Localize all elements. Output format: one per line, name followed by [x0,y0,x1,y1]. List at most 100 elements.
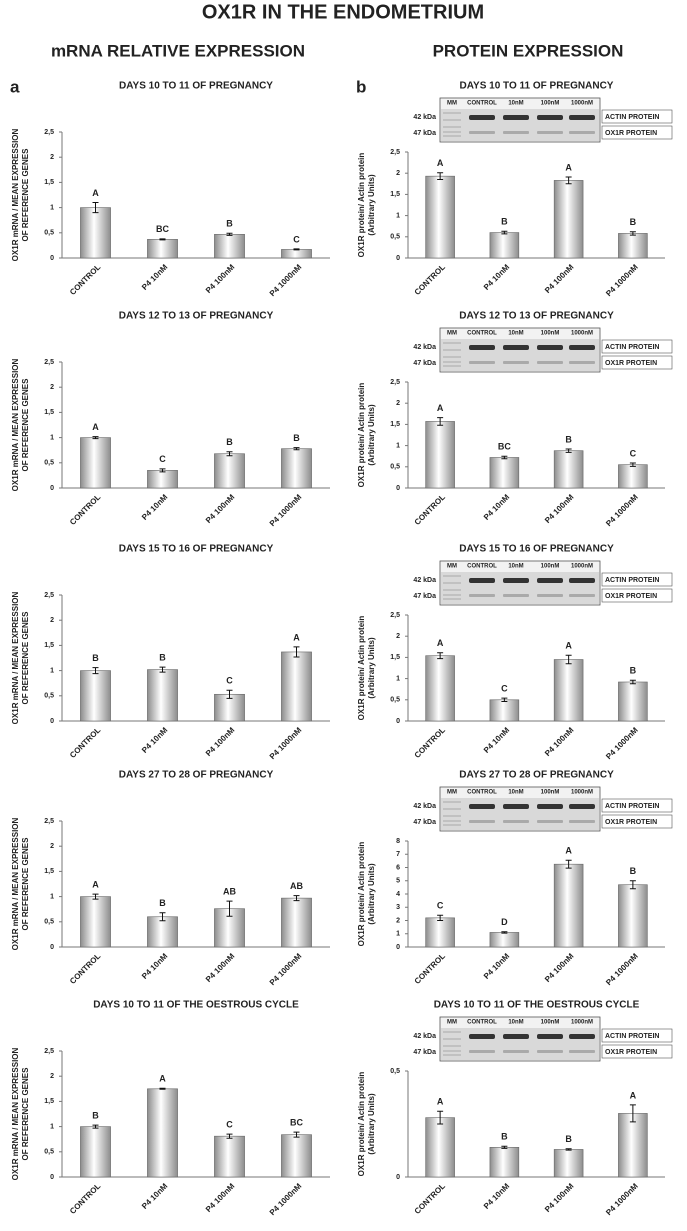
error-bar [226,689,233,699]
kda-label: 47 kDa [413,130,436,137]
actin-band [537,578,563,583]
actin-band [503,804,529,809]
y-tick-label: 1,5 [44,409,54,416]
lane-label: MM [447,101,457,107]
error-bar [437,417,444,426]
lane-label: 1000nM [571,790,593,796]
y-tick-label: 2 [396,917,400,924]
error-bar [629,462,636,467]
y-axis-label: (Arbitrary Units) [367,1093,376,1155]
significance-letter: C [226,676,233,686]
lane-label: 100nM [541,790,560,796]
actin-band [569,345,595,350]
bar [618,1113,648,1178]
significance-letter: B [159,652,166,662]
significance-letter: A [565,641,572,651]
chart-title: DAYS 15 TO 16 OF PREGNANCY [119,544,274,555]
y-tick-label: 1 [396,931,400,938]
y-tick-label: 2,5 [44,818,54,825]
x-tick-label: P4 1000nM [604,951,640,987]
y-tick-label: 2 [396,170,400,177]
x-tick-label: CONTROL [68,492,102,526]
error-bar [501,697,508,702]
figure-title: OX1R IN THE ENDOMETRIUM [202,1,484,23]
y-axis-label: OF REFERENCE GENES [21,611,30,705]
y-tick-label: 1,5 [390,654,400,661]
x-tick-label: P4 100nM [204,725,237,758]
significance-letter: A [437,638,444,648]
error-bar [92,202,99,214]
significance-letter: B [159,898,166,908]
error-bar [501,1145,508,1149]
y-tick-label: 2 [396,400,400,407]
significance-letter: C [501,683,508,693]
lane-label: 100nM [541,564,560,570]
significance-letter: B [293,433,300,443]
error-bar [92,893,99,900]
y-tick-label: 2,5 [44,359,54,366]
bar [281,651,312,722]
kda-label: 47 kDa [413,593,436,600]
actin-band [469,578,495,583]
bar [281,249,312,259]
x-tick-label: P4 1000nM [604,262,640,298]
y-tick-label: 2,5 [390,612,400,619]
y-tick-label: 2 [50,1073,54,1080]
kda-label: 47 kDa [413,360,436,367]
ox1r-band [569,594,595,597]
actin-band [503,345,529,350]
error-bar [226,900,233,917]
x-tick-label: P4 100nM [543,951,576,984]
panel-label: b [356,77,366,96]
ox1r-band [569,1050,595,1053]
protein-box [601,814,673,829]
actin-band [469,1034,495,1039]
y-tick-label: 2 [396,633,400,640]
significance-letter: A [92,188,99,198]
bar [281,1134,312,1178]
bar [147,669,178,722]
x-tick-label: P4 100nM [204,1181,237,1214]
protein-label: OX1R PROTEIN [605,360,657,367]
bar [425,917,455,948]
error-bar [92,667,99,675]
significance-letter: C [437,901,444,911]
lane-label: CONTROL [467,1020,497,1026]
protein-box [601,339,673,354]
bar [80,207,111,259]
error-bar [293,248,300,251]
chart-title: DAYS 15 TO 16 OF PREGNANCY [459,544,614,555]
significance-letter: B [501,217,508,227]
bar [425,1117,455,1178]
ox1r-band [469,131,495,134]
bar [489,457,520,489]
x-tick-label: CONTROL [413,951,447,985]
x-tick-label: CONTROL [413,262,447,296]
ox1r-band [569,820,595,823]
ox1r-band [569,361,595,364]
significance-letter: AB [290,881,303,891]
ox1r-band [503,131,529,134]
bar [425,421,455,489]
y-axis-label: OX1R protein/ Actin protein [357,1072,366,1177]
actin-band [503,115,529,120]
bar [618,464,648,489]
lane-label: 1000nM [571,331,593,337]
lane-label: MM [447,331,457,337]
significance-letter: A [437,1097,444,1107]
bar [489,699,520,722]
significance-letter: BC [498,442,511,452]
y-tick-label: 0,5 [390,697,400,704]
y-tick-label: 1 [50,667,54,674]
error-bar [565,1148,572,1151]
lane-label: 100nM [541,331,560,337]
kda-label: 42 kDa [413,577,436,584]
error-bar [92,1124,99,1129]
y-tick-label: 0,5 [44,919,54,926]
y-axis-label: (Arbitrary Units) [367,404,376,466]
error-bar [501,931,508,934]
actin-band [537,1034,563,1039]
error-bar [629,1104,636,1123]
y-axis-label: OX1R protein/ Actin protein [357,616,366,721]
